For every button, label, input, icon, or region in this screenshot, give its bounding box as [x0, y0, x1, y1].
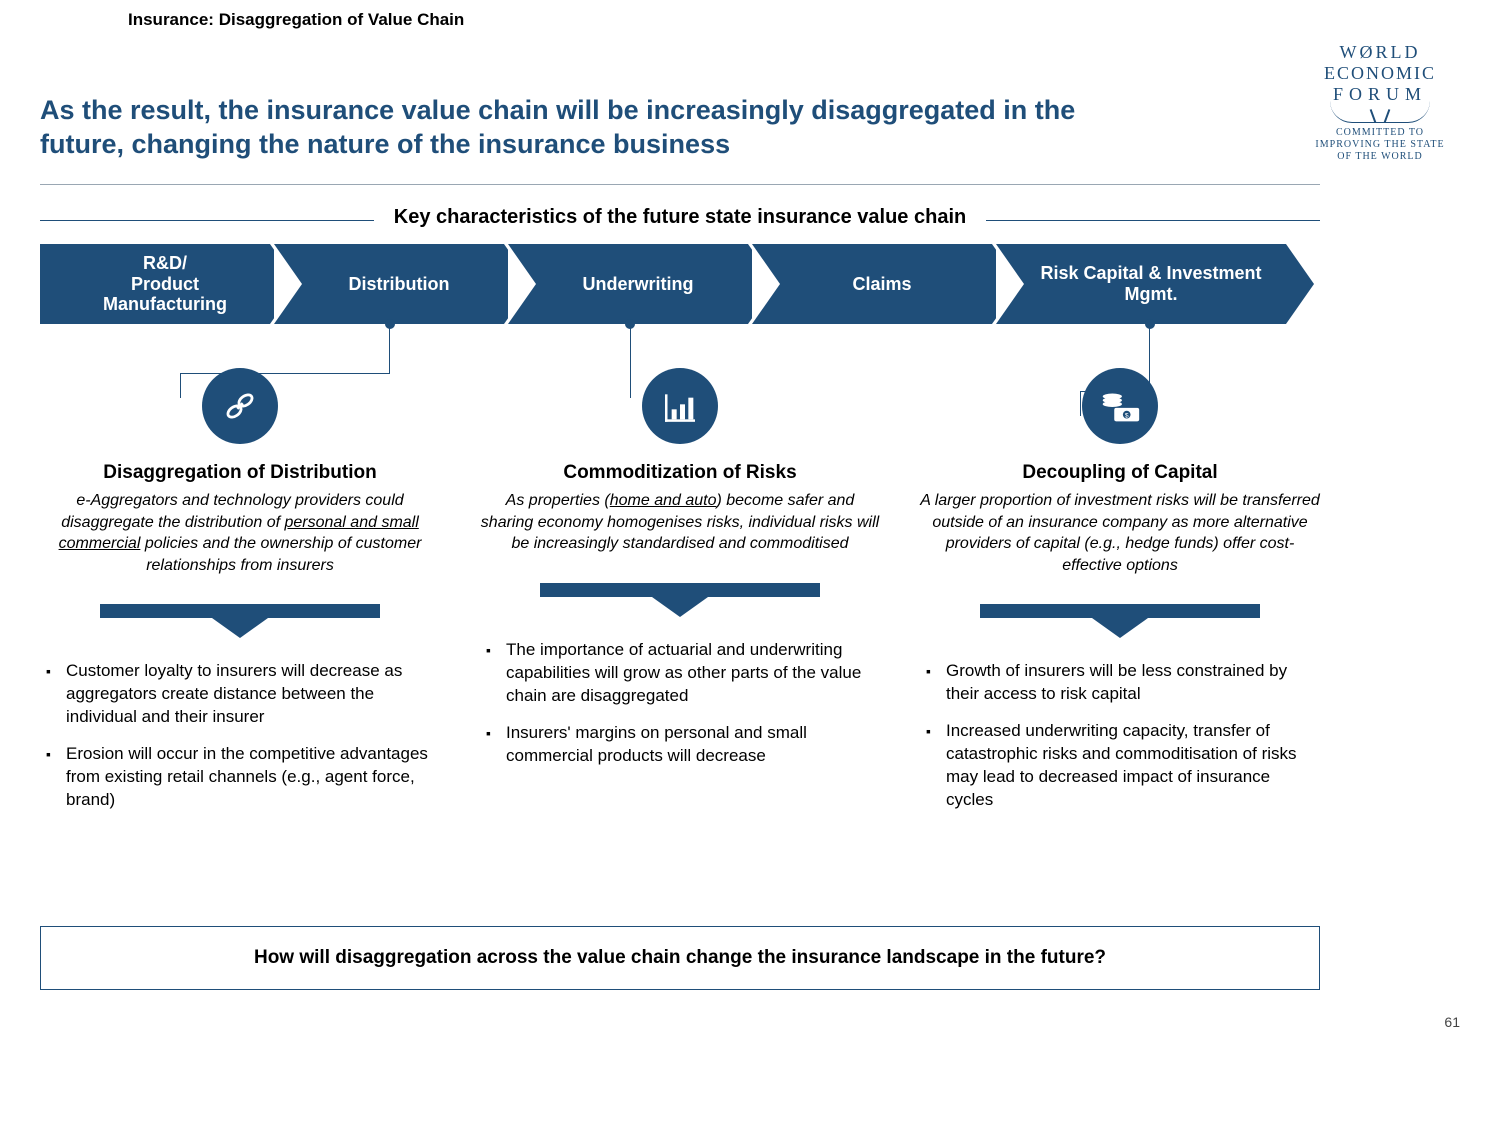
chain-icon — [202, 368, 278, 444]
chain-step: Distribution — [274, 244, 504, 324]
section-title-wrap: Key characteristics of the future state … — [40, 206, 1320, 229]
chain-icon — [218, 384, 262, 428]
column-bullets: Customer loyalty to insurers will decrea… — [40, 660, 440, 812]
bullet-item: Erosion will occur in the competitive ad… — [46, 743, 434, 812]
bullet-item: The importance of actuarial and underwri… — [486, 639, 874, 708]
column: $ Decoupling of Capital A larger proportio… — [920, 368, 1320, 826]
money-icon: $ — [1097, 383, 1143, 429]
columns: Disaggregation of Distribution e-Aggregat… — [40, 368, 1320, 826]
down-arrow-icon — [100, 604, 380, 638]
chain-step: Underwriting — [508, 244, 748, 324]
logo-arc-icon — [1330, 101, 1430, 123]
slide: Insurance: Disaggregation of Value Chain… — [110, 82, 1390, 1042]
column-bullets: Growth of insurers will be less constrai… — [920, 660, 1320, 812]
connector-dot — [385, 319, 395, 329]
bar-chart-icon — [660, 386, 700, 426]
down-arrow-icon — [540, 583, 820, 617]
down-arrow-icon — [980, 604, 1260, 638]
column-title: Disaggregation of Distribution — [40, 462, 440, 484]
column-title: Commoditization of Risks — [480, 462, 880, 484]
logo-tagline-1: COMMITTED TO — [1300, 127, 1460, 139]
connector-dot — [1145, 319, 1155, 329]
chain-step: Risk Capital & Investment Mgmt. — [996, 244, 1286, 324]
column-title: Decoupling of Capital — [920, 462, 1320, 484]
column-desc: As properties (home and auto) become saf… — [480, 490, 880, 555]
logo-line-2: ECONOMIC — [1300, 63, 1460, 84]
column: Commoditization of Risks As properties (h… — [480, 368, 880, 826]
bar-chart-icon — [642, 368, 718, 444]
column: Disaggregation of Distribution e-Aggregat… — [40, 368, 440, 826]
money-icon: $ — [1082, 368, 1158, 444]
bullet-item: Growth of insurers will be less constrai… — [926, 660, 1314, 706]
title-rule — [40, 184, 1320, 185]
page-number: 61 — [1444, 1014, 1460, 1030]
connector — [180, 324, 390, 374]
chain-step: R&D/ProductManufacturing — [40, 244, 270, 324]
logo-tagline-2: IMPROVING THE STATE — [1300, 139, 1460, 151]
column-bullets: The importance of actuarial and underwri… — [480, 639, 880, 768]
chain-step: Claims — [752, 244, 992, 324]
wef-logo: WØRLD ECONOMIC FORUM COMMITTED TO IMPROV… — [1300, 42, 1460, 163]
page-title: As the result, the insurance value chain… — [40, 94, 1090, 162]
logo-line-1: WØRLD — [1300, 42, 1460, 63]
value-chain: R&D/ProductManufacturingDistributionUnde… — [40, 244, 1320, 324]
column-desc: A larger proportion of investment risks … — [920, 490, 1320, 576]
column-desc: e-Aggregators and technology providers c… — [40, 490, 440, 576]
svg-text:$: $ — [1125, 413, 1129, 420]
logo-tagline-3: OF THE WORLD — [1300, 151, 1460, 163]
bullet-item: Customer loyalty to insurers will decrea… — [46, 660, 434, 729]
bullet-item: Insurers' margins on personal and small … — [486, 722, 874, 768]
connector-dot — [625, 319, 635, 329]
header-bar: Insurance: Disaggregation of Value Chain — [110, 0, 1500, 40]
bullet-item: Increased underwriting capacity, transfe… — [926, 720, 1314, 812]
footer-question-box: How will disaggregation across the value… — [40, 926, 1320, 990]
section-title: Key characteristics of the future state … — [374, 206, 986, 229]
